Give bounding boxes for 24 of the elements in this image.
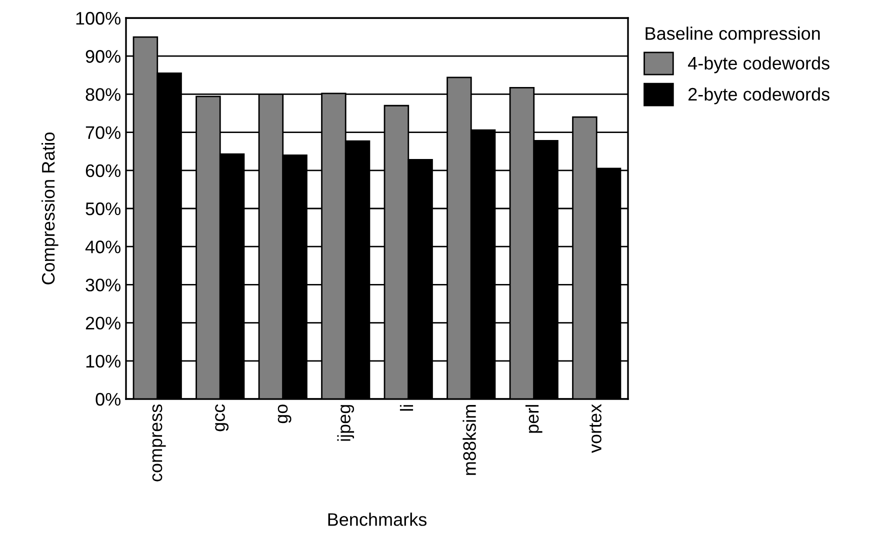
y-tick-label: 90% [86, 50, 120, 63]
y-tick-label: 20% [86, 316, 120, 330]
y-tick-label: 60% [86, 164, 120, 178]
legend-label: 2-byte codewords [688, 87, 830, 104]
y-tick-label: 40% [85, 240, 120, 254]
x-axis-title: Benchmarks [328, 512, 427, 526]
legend-title: Baseline compression [646, 26, 820, 44]
x-tick-label: li [400, 405, 414, 411]
y-tick-label: 100% [76, 12, 120, 25]
x-tick-label: m88ksim [462, 405, 476, 475]
y-tick-label: 10% [86, 354, 120, 368]
y-tick-label: 30% [86, 278, 120, 292]
x-tick-label: ijpeg [337, 405, 354, 441]
x-tick-label: compress [152, 404, 166, 482]
legend-label: 4-byte codewords [688, 56, 830, 74]
x-tick-label: perl [525, 405, 542, 433]
x-tick-label: gcc [215, 404, 229, 432]
x-tick-label: vortex [590, 404, 602, 453]
y-tick-label: 70% [86, 126, 120, 140]
y-tick-label: 80% [86, 88, 120, 101]
y-axis-title: Compression Ratio [41, 132, 58, 284]
y-tick-label: 0% [96, 392, 120, 406]
y-tick-label: 50% [86, 202, 120, 216]
x-tick-label: go [278, 404, 292, 424]
